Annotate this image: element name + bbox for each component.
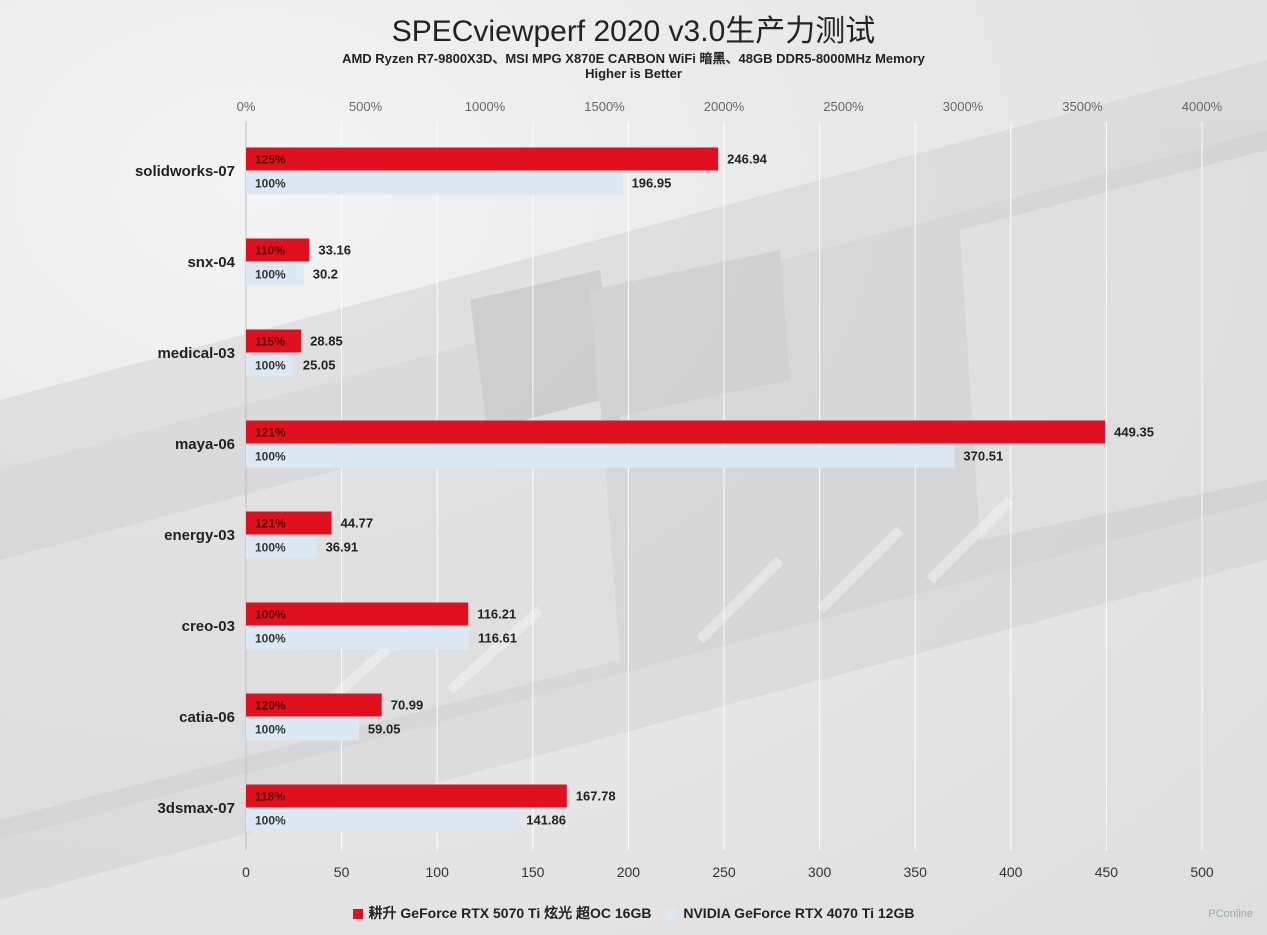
category-label: medical-03 <box>157 345 235 362</box>
data-label: 25.05 <box>303 358 336 373</box>
bar <box>246 262 304 286</box>
bar <box>246 238 310 262</box>
data-label: 141.86 <box>526 813 566 828</box>
legend-swatch-series-2 <box>667 909 678 920</box>
bar-percent-label: 100% <box>255 177 286 191</box>
bar <box>246 535 317 559</box>
category-label: catia-06 <box>179 709 235 726</box>
bar-percent-label: 118% <box>255 790 285 804</box>
legend-label-series-2: NVIDIA GeForce RTX 4070 Ti 12GB <box>683 905 915 921</box>
bar <box>246 511 332 535</box>
x2-tick-label: 0% <box>237 99 256 114</box>
chart-note: Higher is Better <box>585 66 682 81</box>
legend-item-series-1: 耕升 GeForce RTX 5070 Ti 炫光 超OC 16GB <box>352 903 652 923</box>
x-tick-label: 150 <box>521 864 545 880</box>
legend-swatch-series-1 <box>352 909 363 920</box>
bar-percent-label: 121% <box>255 426 286 440</box>
bar-percent-label: 121% <box>255 517 286 531</box>
bar <box>246 171 623 195</box>
bar-percent-label: 125% <box>255 153 286 167</box>
bar-percent-label: 100% <box>255 359 286 373</box>
legend-item-series-2: NVIDIA GeForce RTX 4070 Ti 12GB <box>667 905 914 921</box>
bar-percent-label: 100% <box>255 723 286 737</box>
data-label: 116.61 <box>478 631 517 646</box>
bar <box>246 420 1106 444</box>
x2-tick-label: 1000% <box>465 99 506 114</box>
category-label: 3dsmax-07 <box>157 800 235 817</box>
x2-tick-label: 1500% <box>584 99 625 114</box>
x2-tick-label: 2000% <box>704 99 745 114</box>
data-label: 30.2 <box>313 267 338 282</box>
category-label: energy-03 <box>164 527 235 544</box>
x-tick-label: 100 <box>426 864 450 880</box>
data-label: 370.51 <box>963 449 1003 464</box>
bar-percent-label: 100% <box>255 608 286 622</box>
x-tick-label: 200 <box>617 864 641 880</box>
bar-percent-label: 115% <box>255 335 285 349</box>
data-label: 449.35 <box>1114 425 1154 440</box>
bar-percent-label: 110% <box>255 244 285 258</box>
chart-title: SPECviewperf 2020 v3.0生产力测试 <box>391 15 876 48</box>
bar <box>246 444 955 468</box>
x2-tick-label: 2500% <box>823 99 864 114</box>
watermark: PConline <box>1208 908 1253 920</box>
x-tick-label: 500 <box>1190 864 1214 880</box>
bar <box>246 329 302 353</box>
data-label: 33.16 <box>318 243 351 258</box>
bar <box>246 602 469 626</box>
category-label: creo-03 <box>182 618 235 635</box>
x2-tick-label: 3500% <box>1062 99 1103 114</box>
data-label: 59.05 <box>368 722 401 737</box>
x-tick-label: 50 <box>334 864 350 880</box>
data-label: 44.77 <box>341 516 374 531</box>
chart-legend: 耕升 GeForce RTX 5070 Ti 炫光 超OC 16GB NVIDI… <box>0 903 1267 923</box>
legend-label-series-1: 耕升 GeForce RTX 5070 Ti 炫光 超OC 16GB <box>368 905 652 921</box>
x-tick-label: 0 <box>242 864 250 880</box>
data-label: 116.21 <box>477 607 516 622</box>
bar <box>246 808 518 832</box>
x-tick-label: 400 <box>999 864 1023 880</box>
category-label: snx-04 <box>187 254 235 271</box>
bar-percent-label: 100% <box>255 632 286 646</box>
bar-percent-label: 100% <box>255 814 286 828</box>
bar <box>246 784 567 808</box>
category-label: solidworks-07 <box>135 163 235 180</box>
bar <box>246 353 294 377</box>
data-label: 196.95 <box>632 176 672 191</box>
bar-percent-label: 100% <box>255 450 286 464</box>
bar <box>246 626 469 650</box>
chart-subtitle: AMD Ryzen R7-9800X3D、MSI MPG X870E CARBO… <box>342 51 925 66</box>
x2-tick-label: 500% <box>349 99 383 114</box>
bar-percent-label: 100% <box>255 268 286 282</box>
x2-tick-label: 3000% <box>943 99 984 114</box>
x2-tick-label: 4000% <box>1182 99 1223 114</box>
x-tick-label: 300 <box>808 864 832 880</box>
x-tick-label: 250 <box>712 864 736 880</box>
bar <box>246 147 719 171</box>
x-tick-label: 450 <box>1095 864 1119 880</box>
bar <box>246 717 359 741</box>
data-label: 36.91 <box>326 540 359 555</box>
data-label: 167.78 <box>576 789 616 804</box>
bar-percent-label: 100% <box>255 541 286 555</box>
category-label: maya-06 <box>175 436 235 453</box>
bar <box>246 693 382 717</box>
data-label: 70.99 <box>391 698 424 713</box>
data-label: 246.94 <box>727 152 768 167</box>
bar-percent-label: 120% <box>255 699 286 713</box>
data-label: 28.85 <box>310 334 343 349</box>
x-tick-label: 350 <box>904 864 928 880</box>
